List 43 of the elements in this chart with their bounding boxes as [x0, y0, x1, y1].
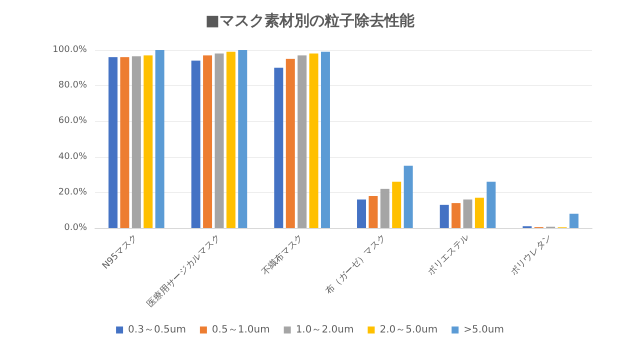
- bar: [452, 203, 461, 228]
- y-tick-label: 40.0%: [58, 152, 88, 162]
- bar: [380, 188, 390, 228]
- bar: [298, 55, 307, 228]
- bar: [392, 182, 402, 228]
- bar: [463, 200, 472, 228]
- bar: [569, 214, 578, 228]
- bar: [191, 60, 200, 228]
- bar: [120, 57, 130, 228]
- y-tick-label: 0.0%: [64, 223, 88, 233]
- bar: [357, 200, 366, 228]
- bar: [238, 50, 248, 228]
- x-tick-label: 不織布マスク: [260, 232, 306, 278]
- legend-label: 0.5～1.0um: [212, 324, 270, 336]
- bar: [486, 182, 496, 228]
- bar: [274, 68, 284, 228]
- x-tick-label: ポリウレタン: [508, 232, 554, 278]
- bar: [286, 58, 295, 228]
- y-tick-label: 20.0%: [58, 187, 88, 198]
- legend-label: 0.3～0.5um: [128, 324, 186, 336]
- y-tick-label: 100.0%: [52, 45, 88, 55]
- bar: [226, 52, 236, 228]
- legend-label: 1.0～2.0um: [296, 324, 354, 336]
- legend-label: 2.0～5.0um: [380, 324, 438, 336]
- bar: [214, 54, 224, 228]
- bar: [320, 52, 330, 228]
- bar: [404, 166, 413, 228]
- bar: [144, 55, 153, 228]
- chart-title: ■マスク素材別の粒子除去性能: [205, 12, 416, 30]
- legend-label: >5.0um: [464, 324, 504, 336]
- bar: [440, 204, 449, 228]
- x-tick-label: 医療用サージカルマスク: [145, 232, 223, 310]
- bar: [474, 198, 484, 228]
- bar: [368, 196, 378, 228]
- y-tick-label: 60.0%: [58, 116, 88, 126]
- bar: [203, 55, 212, 228]
- x-tick-label: ポリエステル: [426, 232, 472, 278]
- bar: [108, 57, 118, 228]
- bar: [309, 54, 318, 228]
- y-tick-label: 80.0%: [58, 80, 88, 91]
- bar: [132, 56, 141, 228]
- bar: [155, 50, 164, 228]
- x-tick-label: 布（ガーゼ）マスク: [323, 232, 388, 297]
